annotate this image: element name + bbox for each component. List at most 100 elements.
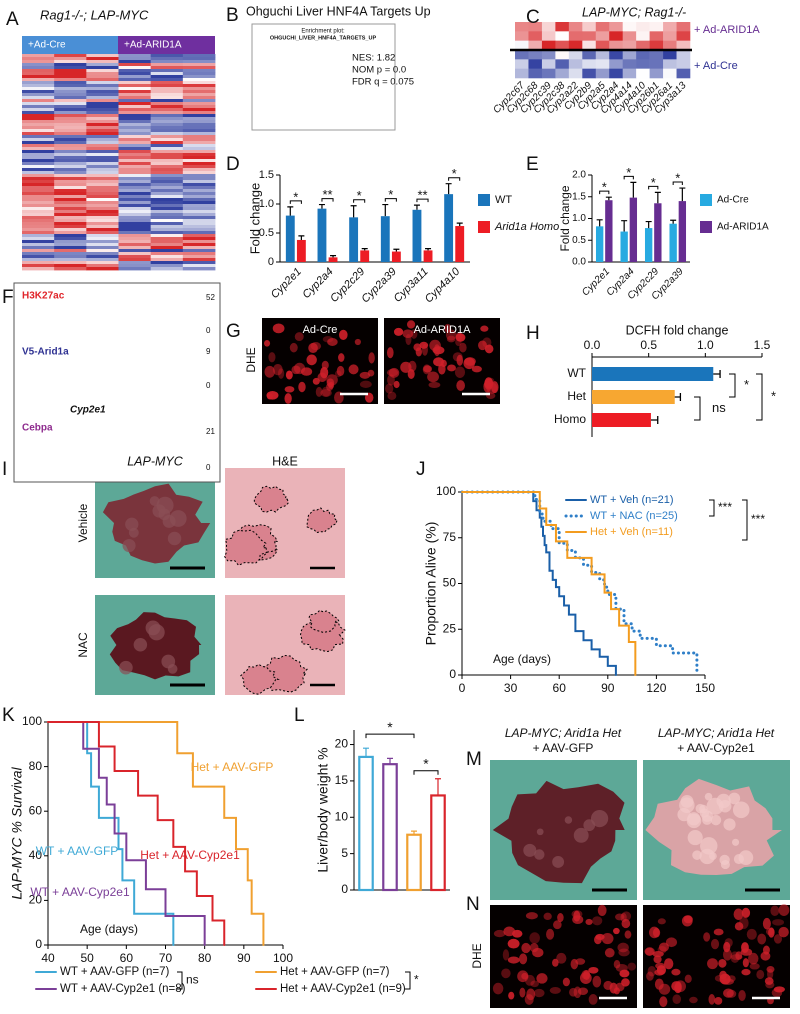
survival-line — [47, 721, 265, 946]
image-part — [582, 68, 597, 79]
y-tick-label: 0 — [449, 667, 456, 681]
track-frame — [13, 282, 221, 483]
image-part — [687, 830, 703, 846]
image-part — [150, 249, 184, 253]
image-part — [703, 932, 711, 942]
image-part — [718, 958, 727, 968]
image-part — [723, 948, 732, 961]
image-part — [54, 216, 87, 220]
image-part — [182, 108, 216, 112]
image-part — [627, 962, 636, 971]
image-part — [609, 22, 623, 32]
image-part — [433, 344, 441, 357]
image-part — [492, 982, 504, 995]
image-part — [86, 63, 119, 67]
bar — [595, 226, 604, 262]
image-part — [557, 913, 564, 923]
image-part — [552, 856, 565, 868]
image-part — [86, 156, 119, 160]
image-part — [86, 171, 119, 175]
image-part — [22, 156, 55, 160]
image-part — [54, 174, 87, 178]
error-bar — [456, 222, 463, 227]
sig-bracket — [756, 373, 763, 421]
image-part — [54, 90, 87, 94]
image-part — [22, 111, 55, 115]
image-part — [54, 93, 87, 97]
image-part — [54, 111, 87, 115]
image-part — [22, 192, 55, 196]
image-part — [22, 198, 55, 202]
image-part — [118, 228, 152, 232]
image-part — [507, 938, 520, 949]
x-tick-label: 0 — [459, 681, 466, 695]
image-part — [54, 192, 87, 196]
chart-title: DCFH fold change — [626, 323, 729, 337]
image-part — [22, 66, 55, 70]
stat: FDR q = 0.075 — [352, 77, 414, 88]
image-part — [564, 816, 573, 824]
image-part — [738, 850, 754, 866]
image-part — [22, 240, 55, 244]
image-part — [22, 207, 55, 211]
x-axis-label: Age (days) — [493, 652, 551, 666]
image-part — [22, 231, 55, 235]
image-part — [150, 162, 184, 166]
image-part — [22, 135, 55, 139]
image-part — [182, 144, 216, 148]
y-tick-label: 2.0 — [572, 170, 586, 181]
image-part — [571, 910, 583, 919]
image-part — [528, 40, 543, 51]
image-part — [22, 108, 55, 112]
image-part — [728, 792, 741, 805]
image-part — [118, 102, 152, 106]
image-part — [555, 31, 570, 41]
sig-label: * — [602, 180, 607, 195]
image-part — [709, 852, 717, 861]
sig-bracket — [353, 199, 366, 203]
image-part — [615, 982, 625, 992]
track-max: 52 — [206, 293, 215, 302]
y-tick-label: 60 — [29, 803, 43, 817]
image-part — [762, 945, 770, 955]
bar — [391, 251, 401, 262]
y-axis-label: Fold change — [558, 185, 572, 251]
image-part — [118, 165, 152, 169]
image-part — [654, 969, 665, 976]
legend-label: WT + AAV-GFP (n=7) — [60, 966, 169, 978]
image-part — [320, 366, 329, 379]
track-min: 0 — [206, 326, 211, 335]
image-part — [118, 153, 152, 157]
image-part — [86, 159, 119, 163]
image-part — [182, 249, 216, 253]
image-part — [622, 59, 637, 69]
series-annotation: Het + AAV-GFP — [191, 760, 274, 774]
image-part — [86, 102, 119, 106]
image-part — [676, 68, 691, 79]
image-caption: + AAV-GFP — [533, 741, 594, 755]
image-part — [150, 147, 184, 151]
image-part — [54, 87, 87, 91]
image-part — [54, 261, 87, 265]
image-part — [624, 930, 632, 939]
image-part — [622, 22, 637, 32]
image-part — [118, 195, 152, 199]
gene-name: Cyp2e1 — [70, 405, 106, 416]
image-part — [622, 68, 637, 79]
image-part — [684, 974, 692, 983]
image-part — [118, 135, 152, 139]
image-part — [748, 952, 759, 965]
image-part — [118, 150, 152, 154]
image-part — [54, 150, 87, 154]
image-part — [320, 389, 332, 397]
image-part — [118, 120, 152, 124]
image-part — [400, 361, 412, 373]
image-part — [150, 75, 184, 79]
image-part — [54, 132, 87, 136]
image-part — [86, 186, 119, 190]
image-part — [573, 910, 581, 922]
image-part — [525, 912, 538, 920]
image-part — [118, 174, 152, 178]
image-part — [54, 240, 87, 244]
image-part — [54, 117, 87, 121]
